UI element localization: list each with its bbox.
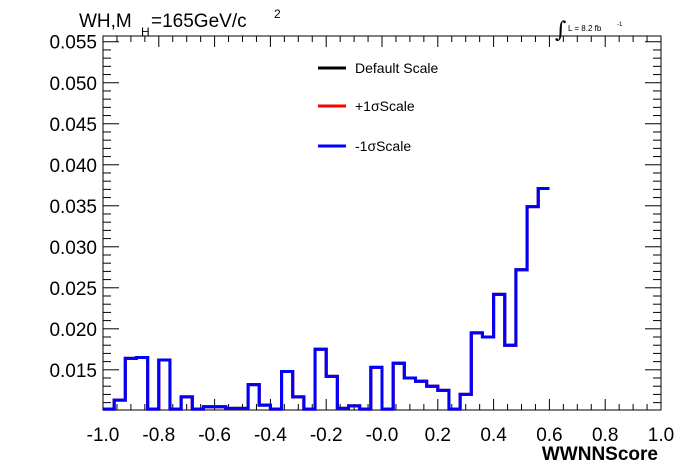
x-tick-label: -0.0 [366,425,399,446]
x-tick-label: -1.0 [87,425,120,446]
x-axis-title: WWNNScore [542,444,658,465]
chart-title-subscript: H [141,25,150,39]
chart-title-rest: =165GeV/c [151,11,247,32]
lumi-integral-sign: ∫ [555,18,567,43]
x-tick-label: 1.0 [648,425,674,446]
plot-frame [102,35,662,411]
x-tick-label: -0.4 [254,425,287,446]
y-tick-label: 0.020 [49,320,97,341]
legend-label: +1σScale [355,98,415,114]
chart-title: WH,M [79,11,132,32]
chart-title-superscript: 2 [274,7,281,21]
x-tick-label: 0.6 [536,425,562,446]
x-tick-label: 0.8 [592,425,618,446]
legend: Default Scale +1σScale -1σScale [318,60,438,154]
series-minus1sigma-scale [103,187,550,411]
y-axis: 0.015 0.020 0.025 0.030 0.035 0.040 0.045 0.050… [49,33,661,404]
x-tick-label: -0.2 [310,425,343,446]
y-tick-label: 0.030 [49,238,97,259]
x-tick-label: -0.8 [142,425,175,446]
lumi-superscript: -1 [617,22,623,28]
y-tick-label: 0.040 [49,156,97,177]
y-tick-label: 0.055 [49,33,97,54]
y-tick-label: 0.050 [49,74,97,95]
x-tick-label: 0.4 [480,425,507,446]
y-tick-label: 0.015 [49,361,97,382]
legend-label: Default Scale [355,60,438,76]
lumi-label: L = 8.2 fb [568,24,602,33]
series-group [103,187,550,411]
legend-label: -1σScale [355,138,411,154]
x-axis: -1.0 -0.8 -0.6 -0.4 -0.2 -0.0 0.2 0.4 0.6 0.8 1.0 [87,36,674,446]
x-tick-label: -0.6 [198,425,231,446]
y-tick-label: 0.035 [49,197,97,218]
y-tick-label: 0.025 [49,279,97,300]
x-tick-label: 0.2 [425,425,451,446]
y-tick-label: 0.045 [49,115,97,136]
